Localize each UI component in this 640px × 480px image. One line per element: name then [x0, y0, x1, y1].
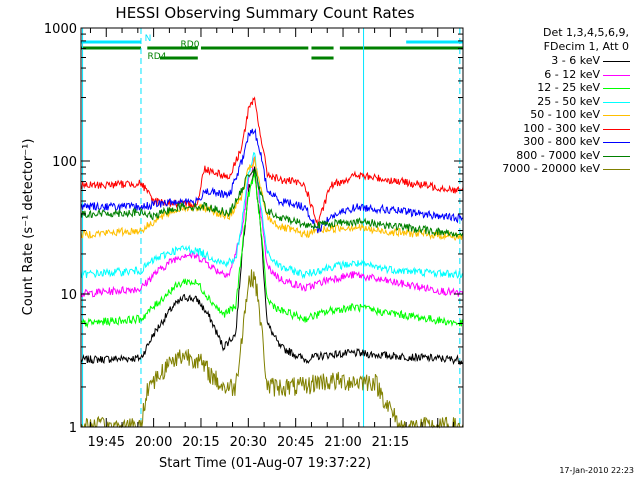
y-tick-label: 100	[52, 155, 77, 170]
legend-swatch	[603, 169, 630, 170]
legend-swatch	[603, 101, 630, 103]
legend-item: 3 - 6 keV	[478, 54, 638, 68]
legend-label: 800 - 7000 keV	[516, 148, 600, 162]
series-line	[80, 269, 464, 429]
plot-frame	[80, 27, 464, 428]
x-tick-label: 21:00	[324, 435, 361, 450]
series-line	[80, 151, 464, 280]
x-axis-label: Start Time (01-Aug-07 19:37:22)	[159, 456, 371, 471]
legend-swatch	[603, 88, 630, 89]
night-markers	[82, 28, 461, 427]
legend-label: 12 - 25 keV	[537, 81, 600, 94]
legend-label: 100 - 300 keV	[523, 121, 600, 135]
legend-item: 100 - 300 keV	[478, 122, 638, 136]
y-tick-label: 1	[69, 421, 77, 436]
legend-swatch	[603, 61, 630, 62]
series-line	[80, 96, 464, 228]
x-tick-label: 20:15	[182, 435, 219, 450]
chart-title: HESSI Observing Summary Count Rates	[115, 4, 414, 22]
legend-item: 300 - 800 keV	[478, 135, 638, 149]
x-tick-label: 20:00	[135, 435, 172, 450]
legend-label: 25 - 50 keV	[537, 94, 600, 108]
generation-timestamp: 17-Jan-2010 22:23	[559, 466, 634, 475]
legend: Det 1,3,4,5,6,9, FDecim 1, Att 0 3 - 6 k…	[478, 26, 638, 176]
x-tick-label: 19:45	[88, 435, 125, 450]
legend-header-decimation: FDecim 1, Att 0	[543, 40, 629, 53]
legend-item: 7000 - 20000 keV	[478, 162, 638, 176]
y-tick-label: 10	[60, 288, 77, 303]
flag-label: RD4	[148, 52, 167, 62]
flag-label: RD0	[181, 40, 200, 50]
legend-item: 50 - 100 keV	[478, 108, 638, 122]
series-line	[80, 166, 464, 366]
series-line	[80, 155, 464, 298]
series-line	[80, 171, 464, 329]
y-tick-label: 1000	[44, 22, 77, 37]
series-layer	[80, 96, 464, 429]
legend-item: 12 - 25 keV	[478, 81, 638, 95]
series-line	[80, 157, 464, 242]
legend-swatch	[603, 155, 630, 157]
legend-header-detectors: Det 1,3,4,5,6,9,	[542, 26, 629, 39]
legend-item: 6 - 12 keV	[478, 68, 638, 82]
legend-swatch	[603, 142, 630, 143]
legend-swatch	[603, 74, 630, 76]
series-line	[80, 128, 463, 234]
observing-flags: N RD0 RD4	[81, 34, 463, 62]
legend-label: 3 - 6 keV	[551, 54, 600, 67]
legend-label: 300 - 800 keV	[523, 135, 600, 148]
legend-swatch	[603, 128, 630, 130]
x-tick-label: 20:30	[230, 435, 267, 450]
legend-item: 25 - 50 keV	[478, 95, 638, 109]
flag-label: N	[145, 34, 152, 44]
y-axis-label: Count Rate (s⁻¹ detector⁻¹)	[21, 139, 36, 316]
x-tick-label: 20:45	[277, 435, 314, 450]
legend-label: 6 - 12 keV	[544, 67, 600, 81]
legend-label: 7000 - 20000 keV	[502, 162, 600, 175]
legend-label: 50 - 100 keV	[530, 108, 600, 121]
series-line	[80, 168, 464, 238]
legend-item: 800 - 7000 keV	[478, 149, 638, 163]
axes: 1 10 100 1000 19:45 20:00 20:15 20:30 20:45 21:00…	[44, 22, 463, 450]
x-tick-label: 21:15	[372, 435, 409, 450]
legend-swatch	[603, 115, 630, 116]
